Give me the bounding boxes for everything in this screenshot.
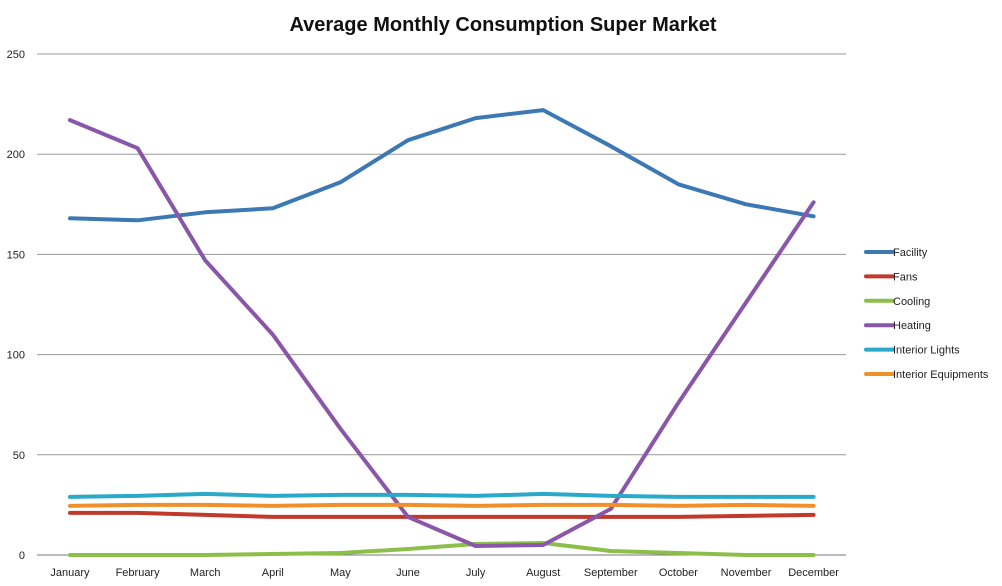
series-line-interior-equipments [68,502,816,508]
series-line-facility [68,108,816,223]
x-tick-label: October [659,567,698,579]
legend-label: Heating [893,320,931,332]
y-tick-label: 0 [19,550,25,562]
legend-label: Interior Equipments [893,369,989,381]
legend-label: Interior Lights [893,345,960,357]
series-line-heating [68,118,816,548]
x-tick-label: September [584,567,638,579]
y-tick-label: 50 [13,450,25,462]
legend: Facility Fans Cooling Heating Interior Light… [864,247,989,381]
y-tick-label: 200 [7,149,25,161]
legend-label: Facility [893,247,928,259]
x-tick-label: April [262,567,284,579]
series-line-cooling [68,541,816,557]
x-axis-ticks: January February March April May June July Augu… [50,567,839,579]
x-tick-label: March [190,567,221,579]
chart-title: Average Monthly Consumption Super Market [289,14,716,36]
series-line-fans [68,510,816,519]
x-tick-label: January [50,567,90,579]
legend-label: Fans [893,271,918,283]
y-tick-label: 250 [7,49,25,61]
x-tick-label: May [330,567,351,579]
y-tick-label: 150 [7,249,25,261]
x-tick-label: December [788,567,839,579]
y-axis-ticks: 0 50 100 150 200 250 [7,49,25,562]
x-tick-label: August [526,567,560,579]
x-tick-label: February [116,567,161,579]
x-tick-label: June [396,567,420,579]
x-tick-label: November [721,567,772,579]
x-tick-label: July [466,567,486,579]
legend-label: Cooling [893,296,930,308]
series-layer [68,108,816,557]
series-line-interior-lights [68,491,816,499]
y-tick-label: 100 [7,350,25,362]
